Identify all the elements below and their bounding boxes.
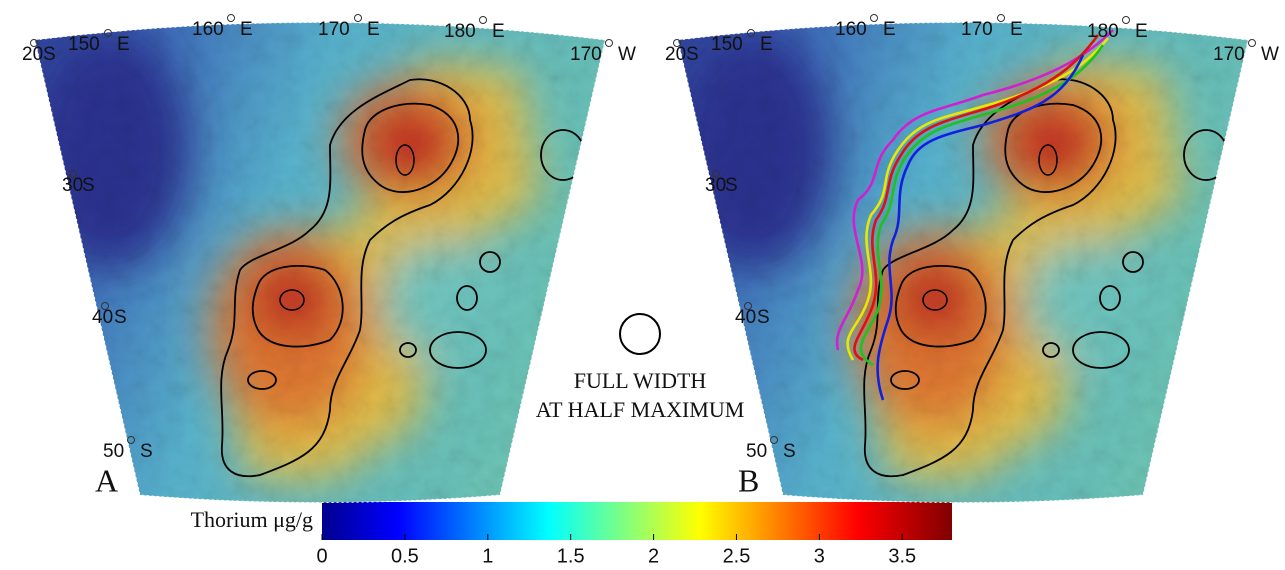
coordinate-degrees: 50 xyxy=(103,441,124,462)
coordinate-degrees: 160 xyxy=(192,19,224,40)
figure: FULL WIDTH AT HALF MAXIMUM Thorium μg/g … xyxy=(0,0,1285,570)
degree-symbol xyxy=(228,15,235,22)
colorbar-tick-label: 3 xyxy=(814,545,825,567)
coordinate-degrees: 30 xyxy=(62,175,83,196)
thorium-map xyxy=(643,0,1283,520)
coordinate-degrees: 170 xyxy=(961,19,993,40)
degree-symbol xyxy=(998,15,1005,22)
coordinate-degrees: 40 xyxy=(735,307,756,328)
coordinate-hemisphere: E xyxy=(367,19,380,40)
colorbar-tick-label: 1 xyxy=(482,545,493,567)
coordinate-degrees: 20 xyxy=(665,44,686,65)
panel-label: B xyxy=(738,462,759,498)
colorbar-tick-label: 0 xyxy=(316,545,327,567)
map-texture xyxy=(0,0,640,520)
thorium-map xyxy=(0,0,640,520)
map-texture xyxy=(643,0,1283,520)
colorbar-tick-label: 2.5 xyxy=(723,545,751,567)
coordinate-hemisphere: E xyxy=(760,34,773,55)
colorbar-tick-label: 3.5 xyxy=(888,545,916,567)
colorbar-label: Thorium μg/g xyxy=(191,507,313,532)
colorbar-tick-label: 1.5 xyxy=(557,545,585,567)
coordinate-hemisphere: E xyxy=(1135,21,1148,42)
coordinate-hemisphere: S xyxy=(43,44,56,65)
coordinate-hemisphere: S xyxy=(783,441,796,462)
coordinate-hemisphere: W xyxy=(618,44,636,65)
coordinate-degrees: 180 xyxy=(1087,21,1119,42)
coordinate-hemisphere: S xyxy=(686,44,699,65)
colorbar-tick-label: 2 xyxy=(648,545,659,567)
coordinate-degrees: 20 xyxy=(22,44,43,65)
beam-note: FULL WIDTH xyxy=(574,368,707,393)
degree-symbol xyxy=(1249,40,1256,47)
coordinate-degrees: 150 xyxy=(711,34,743,55)
degree-symbol xyxy=(606,40,613,47)
coordinate-hemisphere: W xyxy=(1261,44,1279,65)
coordinate-hemisphere: S xyxy=(114,307,127,328)
coordinate-degrees: 170 xyxy=(570,44,602,65)
beam-circle xyxy=(620,314,660,354)
coordinate-hemisphere: S xyxy=(725,175,738,196)
coordinate-hemisphere: E xyxy=(1010,19,1023,40)
coordinate-degrees: 180 xyxy=(444,21,476,42)
coordinate-degrees: 160 xyxy=(835,19,867,40)
degree-symbol xyxy=(355,15,362,22)
coordinate-degrees: 40 xyxy=(92,307,113,328)
coordinate-hemisphere: S xyxy=(82,175,95,196)
coordinate-degrees: 30 xyxy=(705,175,726,196)
coordinate-hemisphere: S xyxy=(757,307,770,328)
coordinate-degrees: 170 xyxy=(318,19,350,40)
coordinate-degrees: 50 xyxy=(746,441,767,462)
coordinate-degrees: 170 xyxy=(1213,44,1245,65)
coordinate-hemisphere: E xyxy=(117,34,130,55)
degree-symbol xyxy=(1123,17,1130,24)
degree-symbol xyxy=(480,17,487,24)
coordinate-hemisphere: S xyxy=(140,441,153,462)
colorbar-tick-label: 0.5 xyxy=(391,545,419,567)
coordinate-degrees: 150 xyxy=(68,34,100,55)
panel-label: A xyxy=(95,462,118,498)
degree-symbol xyxy=(871,15,878,22)
beam-note: AT HALF MAXIMUM xyxy=(536,397,745,422)
coordinate-hemisphere: E xyxy=(883,19,896,40)
coordinate-hemisphere: E xyxy=(492,21,505,42)
colorbar xyxy=(322,502,952,540)
coordinate-hemisphere: E xyxy=(240,19,253,40)
